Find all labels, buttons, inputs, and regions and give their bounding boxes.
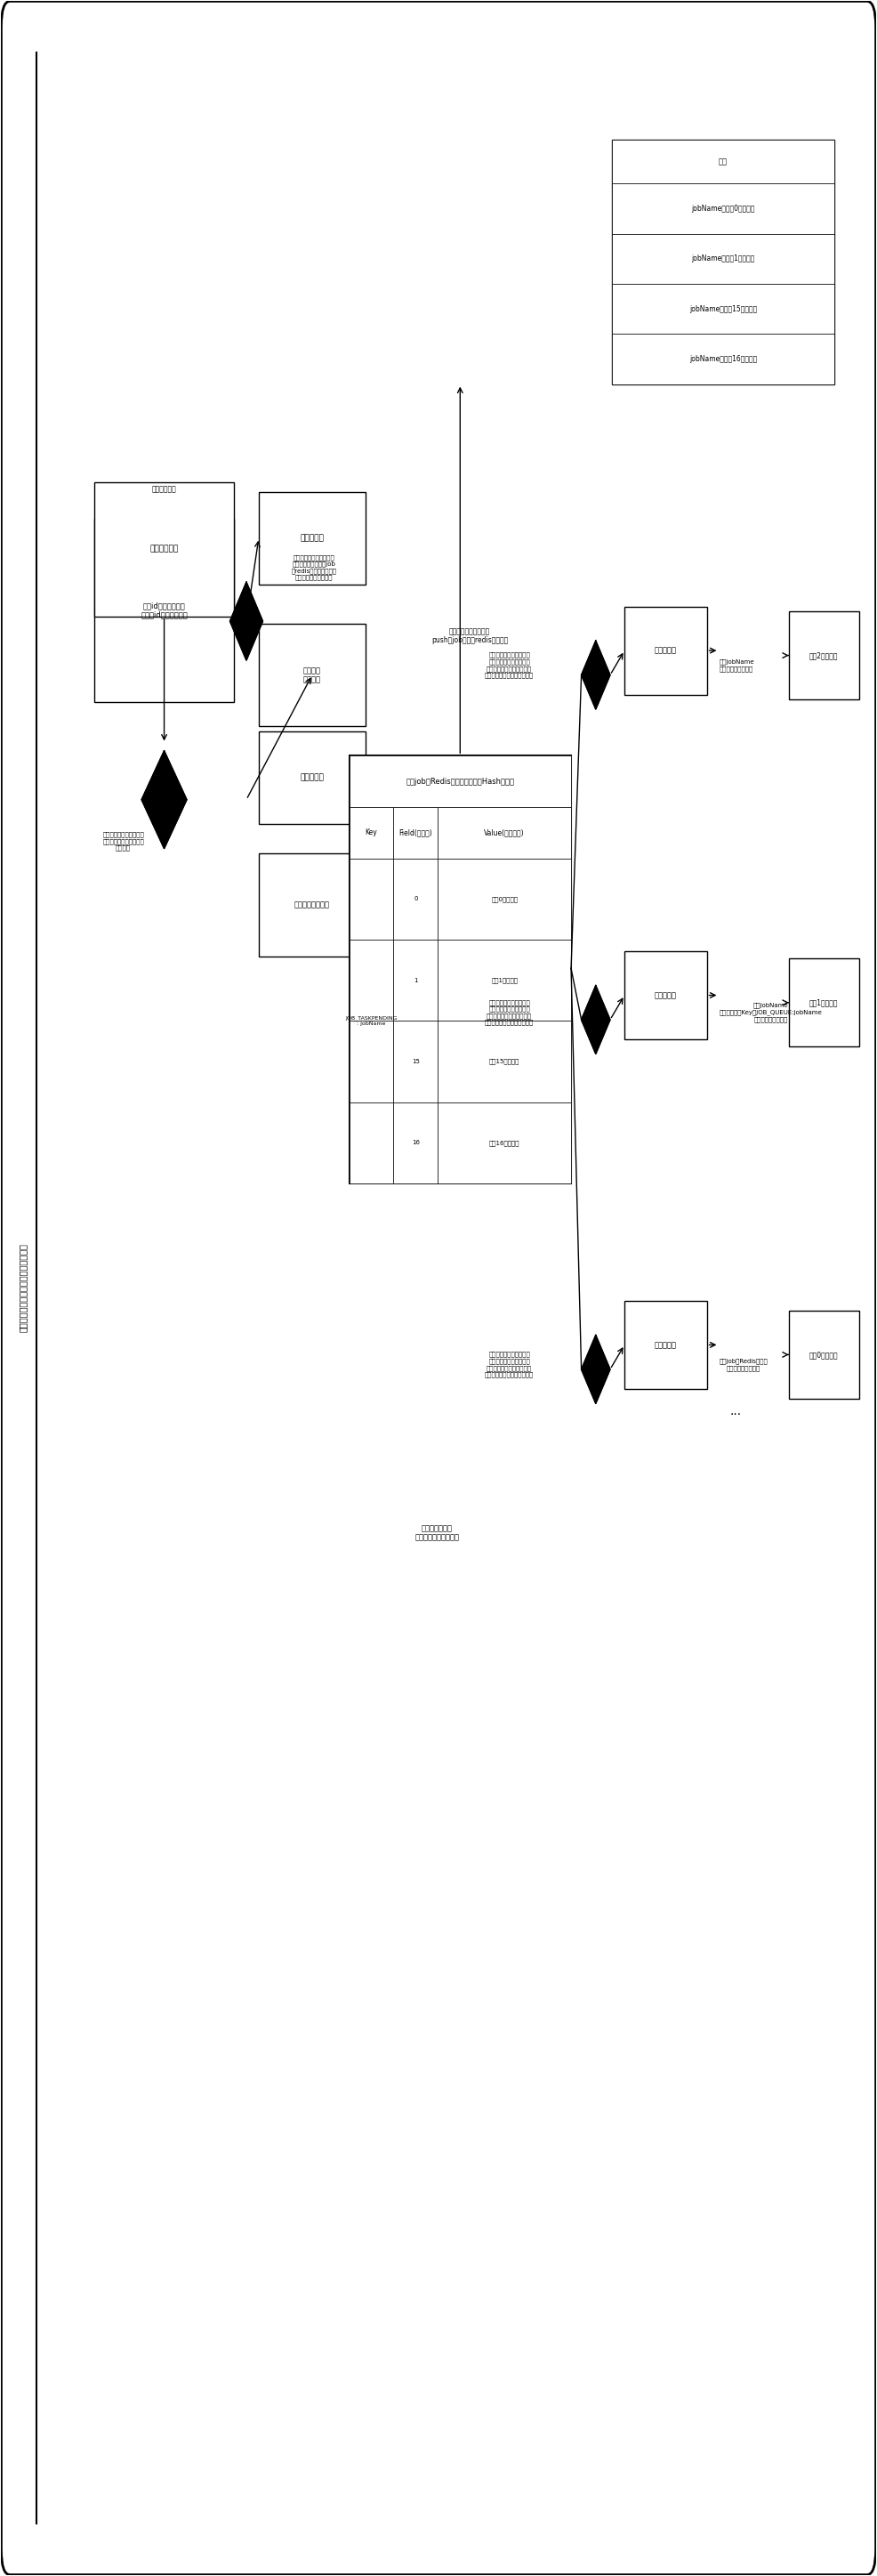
Bar [612, 183, 834, 234]
Bar [349, 858, 394, 940]
Polygon shape [230, 582, 263, 659]
Polygon shape [581, 641, 610, 708]
Text: jobName，分库16，待处理: jobName，分库16，待处理 [689, 355, 757, 363]
Text: Key: Key [365, 829, 377, 837]
Text: 分库0，待处理: 分库0，待处理 [809, 1350, 838, 1358]
Text: 根据jobName
从任务队列获取任务: 根据jobName 从任务队列获取任务 [719, 659, 754, 672]
Polygon shape [581, 1334, 610, 1404]
Text: 某个job的Redis全量任务缓存（Hash结构）: 某个job的Redis全量任务缓存（Hash结构） [406, 778, 514, 786]
Text: 主机id所属机房缓存
各个机id流量配置缓存: 主机id所属机房缓存 各个机id流量配置缓存 [140, 603, 188, 618]
Text: 应用服务器: 应用服务器 [300, 773, 324, 781]
Text: 获取多活
配置缓存: 获取多活 配置缓存 [303, 667, 321, 683]
Bar [394, 1020, 438, 1103]
Bar [612, 139, 834, 384]
Bar [259, 732, 366, 824]
Bar [349, 755, 571, 1182]
Bar [349, 940, 394, 1020]
Bar [612, 335, 834, 384]
Text: jobName，分库15，待处理: jobName，分库15，待处理 [689, 304, 757, 312]
Text: 如果环境变量中的机房号
与主机所属机房号一致，
更新缓存中状态为处理中，
业务处理完成后更新为待处理: 如果环境变量中的机房号 与主机所属机房号一致， 更新缓存中状态为处理中， 业务处… [485, 652, 534, 677]
Bar [394, 940, 438, 1020]
Text: Value(任务状态): Value(任务状态) [484, 829, 524, 837]
Text: 如果环境变量中的机房号
与主机所属机房号，job
到redis存储待处理任务
对应的待处理任务队列: 如果环境变量中的机房号 与主机所属机房号，job 到redis存储待处理任务 对… [291, 554, 337, 580]
Text: 多活切换平台: 多活切换平台 [150, 546, 179, 554]
Bar [438, 940, 571, 1020]
Text: 分库1，待处理: 分库1，待处理 [809, 999, 838, 1007]
Text: 获取到处理的数据后，
push到job对应的redis任务队列: 获取到处理的数据后， push到job对应的redis任务队列 [431, 626, 508, 644]
Text: 根据jobName
从任务队列，Key为JOB_QUEUE:jobName
从任务队列获取任务: 根据jobName 从任务队列，Key为JOB_QUEUE:jobName 从任… [719, 1002, 822, 1023]
Bar [612, 234, 834, 283]
Text: 如果环境变量中的机房号
与主机所属机房号一致，
更新缓存中状态为处理中，
业务处理完成后更新为待处理: 如果环境变量中的机房号 与主机所属机房号一致， 更新缓存中状态为处理中， 业务处… [485, 999, 534, 1025]
Text: 0: 0 [414, 896, 417, 902]
Bar [349, 1020, 394, 1103]
Text: 如果环境变量中的机房号
与主机所属机房号一致，
更新缓存中状态为处理中，
业务处理完成后更新为待处理: 如果环境变量中的机房号 与主机所属机房号一致， 更新缓存中状态为处理中， 业务处… [485, 1352, 534, 1378]
Text: 1: 1 [414, 979, 417, 984]
Bar [259, 492, 366, 585]
Text: Field(分库号): Field(分库号) [399, 829, 432, 837]
Bar [349, 806, 394, 858]
Bar [394, 858, 438, 940]
Polygon shape [141, 750, 187, 848]
Text: jobName，分库1，待处理: jobName，分库1，待处理 [691, 255, 755, 263]
Text: 分库2，待处理: 分库2，待处理 [809, 652, 838, 659]
Text: 如果多活配置存在不在，
调用多活配置平台接口补
加数据库: 如果多活配置存在不在， 调用多活配置平台接口补 加数据库 [103, 832, 144, 850]
Bar [259, 623, 366, 726]
Bar [789, 958, 859, 1046]
Text: 应用服务器: 应用服务器 [654, 1342, 677, 1350]
Bar [612, 139, 834, 183]
Text: 应用服务器: 应用服务器 [654, 647, 677, 654]
Bar [624, 605, 707, 696]
Bar [259, 853, 366, 956]
Bar [624, 951, 707, 1038]
Bar [95, 518, 234, 701]
Text: 查找多活配置缓存: 查找多活配置缓存 [295, 902, 330, 909]
Text: jobName，分库0，待处理: jobName，分库0，待处理 [691, 204, 755, 214]
Text: 单个机房内竞争型任务的调度详细说明: 单个机房内竞争型任务的调度详细说明 [18, 1244, 27, 1332]
Bar [349, 755, 571, 806]
Polygon shape [581, 987, 610, 1054]
Bar [394, 806, 438, 858]
Bar [438, 806, 571, 858]
Text: 应用服务器: 应用服务器 [300, 533, 324, 541]
Text: 分库0，待处理: 分库0，待处理 [491, 896, 517, 902]
Text: 分库15，处理中: 分库15，处理中 [489, 1059, 520, 1064]
Text: 发现job的Redis待处理
从任务队列获取任务: 发现job的Redis待处理 从任务队列获取任务 [719, 1358, 767, 1370]
Bar [612, 283, 834, 335]
Text: 全址: 全址 [719, 157, 728, 165]
Bar [349, 1103, 394, 1182]
Bar [624, 1301, 707, 1388]
Text: JOB_TASKPENDING
: jobName: JOB_TASKPENDING : jobName [346, 1015, 397, 1025]
Text: 应用服务器: 应用服务器 [654, 992, 677, 999]
Text: 16: 16 [411, 1141, 420, 1146]
Bar [394, 1103, 438, 1182]
Bar [789, 611, 859, 701]
Text: 15: 15 [412, 1059, 420, 1064]
Text: 切换指令下发: 切换指令下发 [152, 484, 176, 492]
Bar [95, 482, 234, 616]
Bar [438, 858, 571, 940]
Bar [438, 1020, 571, 1103]
Text: 如果缓存不存在
则读取数据库加载缓存: 如果缓存不存在 则读取数据库加载缓存 [415, 1525, 460, 1543]
Text: ...: ... [730, 1404, 741, 1417]
Bar [438, 1103, 571, 1182]
Text: 分库16，待处理: 分库16，待处理 [489, 1141, 520, 1146]
Bar [789, 1311, 859, 1399]
Text: 分库1，待处理: 分库1，待处理 [491, 976, 517, 984]
